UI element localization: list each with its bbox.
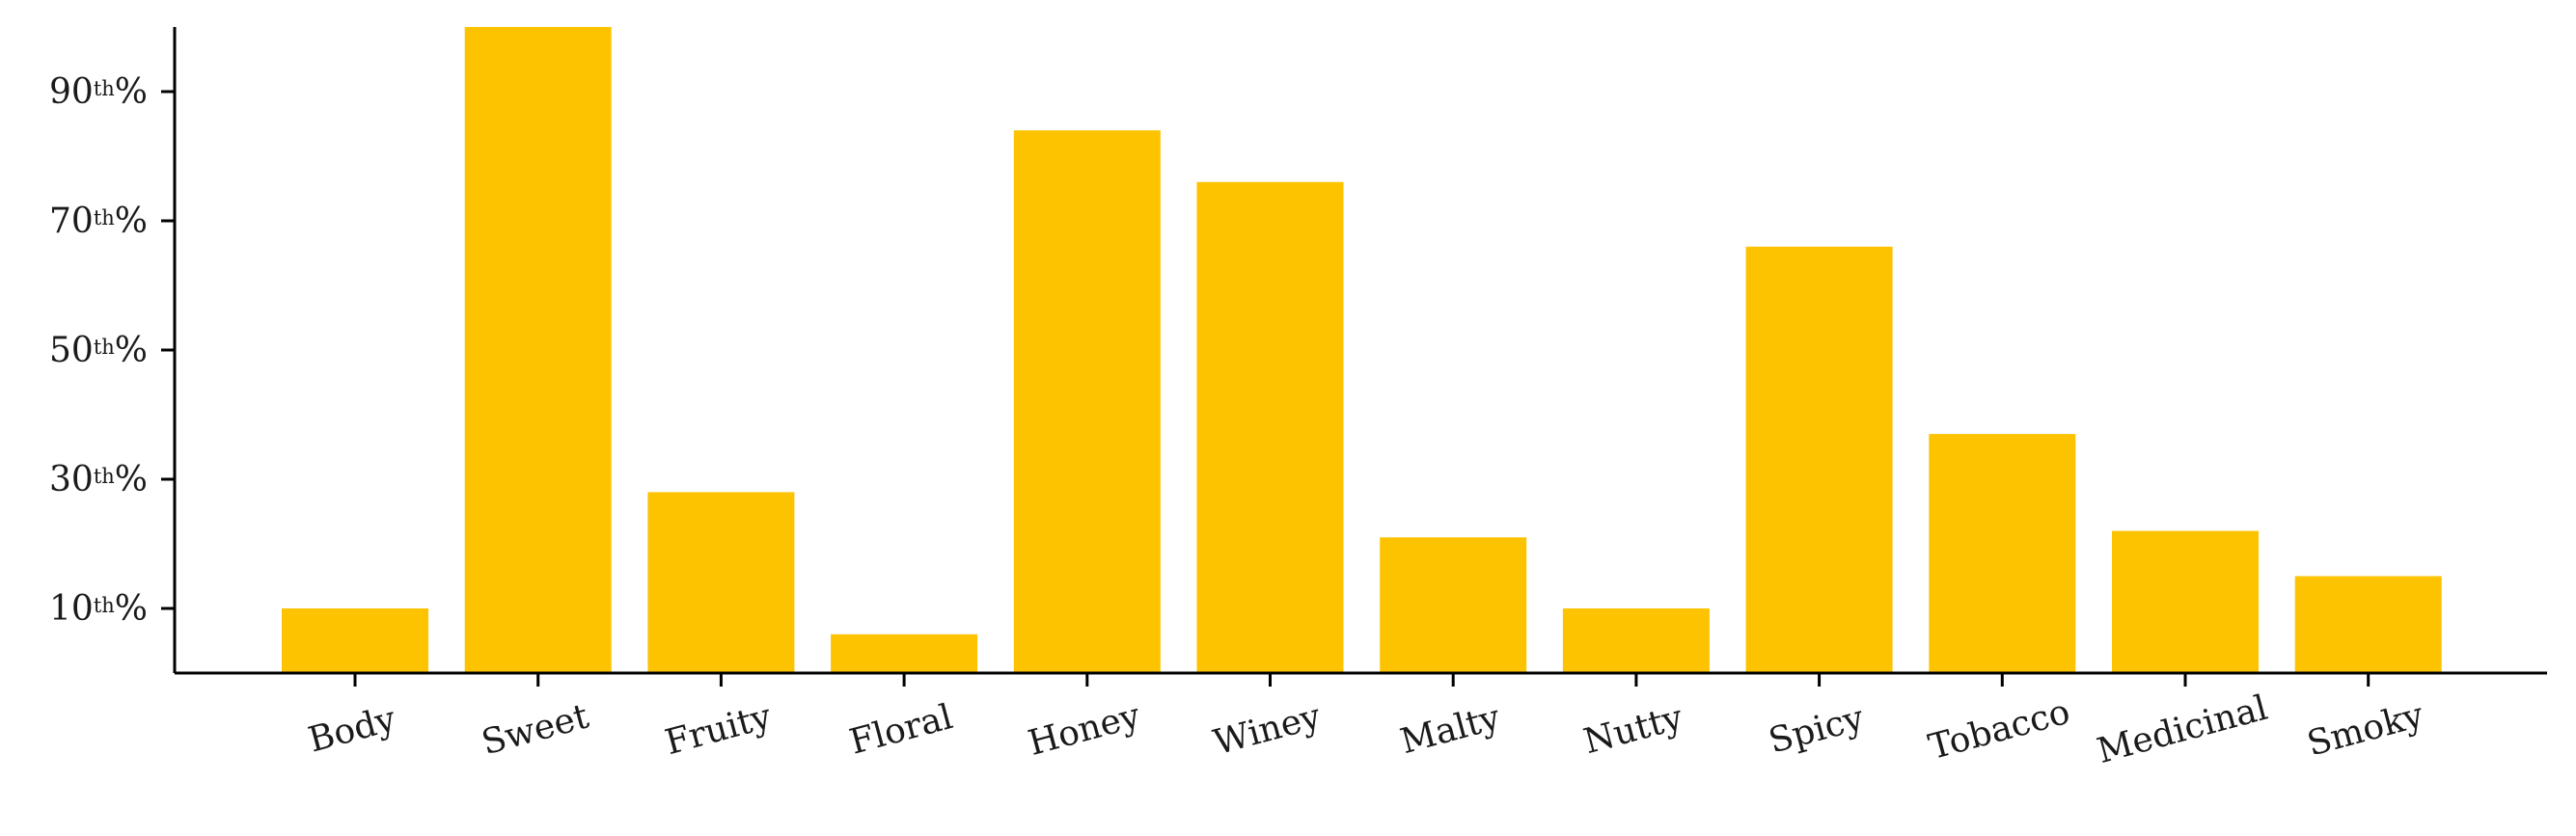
- y-tick-label-30: 30th%: [49, 460, 148, 499]
- bar-tobacco: [1929, 434, 2076, 673]
- x-tick-label-malty: Malty: [1396, 697, 1504, 762]
- x-tick-label-honey: Honey: [1025, 696, 1145, 764]
- y-tick-label-50: 50th%: [49, 331, 148, 370]
- x-tick-label-medicinal: Medicinal: [2094, 688, 2272, 771]
- bar-honey: [1013, 130, 1161, 673]
- y-axis-ticks: 10th% 30th% 50th% 70th% 90th%: [49, 72, 175, 629]
- x-tick-label-fruity: Fruity: [661, 696, 776, 763]
- x-tick-label-spicy: Spicy: [1765, 698, 1869, 762]
- bar-winey: [1196, 181, 1344, 674]
- bar-smoky: [2294, 576, 2442, 673]
- bar-fruity: [647, 492, 795, 673]
- bar-sweet: [464, 27, 612, 673]
- x-tick-label-nutty: Nutty: [1579, 697, 1687, 762]
- bar-medicinal: [2112, 530, 2259, 673]
- x-tick-label-sweet: Sweet: [478, 696, 593, 763]
- y-tick-label-70: 70th%: [49, 202, 148, 241]
- x-tick-label-winey: Winey: [1210, 696, 1326, 763]
- bar-body: [282, 608, 428, 673]
- bar-spicy: [1745, 246, 1893, 674]
- x-tick-label-body: Body: [305, 699, 401, 760]
- x-axis-ticks: Body Sweet Fruity Floral Honey Winey Malty Nutt…: [305, 673, 2428, 771]
- y-tick-label-10: 10th%: [49, 589, 148, 629]
- x-tick-label-floral: Floral: [845, 697, 956, 763]
- x-tick-label-smoky: Smoky: [2303, 695, 2428, 765]
- bar-nutty: [1562, 608, 1710, 673]
- bars-group: [282, 27, 2442, 674]
- x-tick-label-tobacco: Tobacco: [1925, 692, 2074, 768]
- bar-malty: [1380, 537, 1527, 673]
- bar-floral: [831, 634, 978, 673]
- y-tick-label-90: 90th%: [49, 72, 148, 112]
